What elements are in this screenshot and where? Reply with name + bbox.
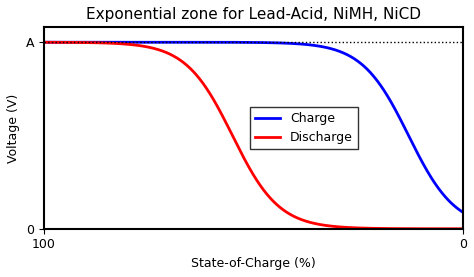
- Line: Charge: Charge: [44, 42, 463, 212]
- Charge: [371, 75, 377, 78]
- Discharge: [448, 227, 454, 230]
- Charge: [41, 40, 46, 44]
- X-axis label: State-of-Charge (%): State-of-Charge (%): [191, 257, 316, 270]
- Title: Exponential zone for Lead-Acid, NiMH, NiCD: Exponential zone for Lead-Acid, NiMH, Ni…: [86, 7, 421, 22]
- Discharge: [371, 227, 377, 230]
- Discharge: [460, 227, 466, 230]
- Discharge: [41, 41, 46, 44]
- Discharge: [234, 142, 239, 145]
- Charge: [448, 201, 454, 204]
- Charge: [460, 211, 466, 214]
- Legend: Charge, Discharge: Charge, Discharge: [250, 107, 358, 149]
- Charge: [234, 41, 239, 44]
- Charge: [448, 201, 454, 204]
- Y-axis label: Voltage (V): Voltage (V): [7, 93, 20, 163]
- Discharge: [62, 41, 68, 44]
- Charge: [245, 41, 250, 44]
- Discharge: [448, 227, 454, 230]
- Line: Discharge: Discharge: [44, 42, 463, 229]
- Charge: [62, 40, 68, 44]
- Discharge: [245, 163, 250, 166]
